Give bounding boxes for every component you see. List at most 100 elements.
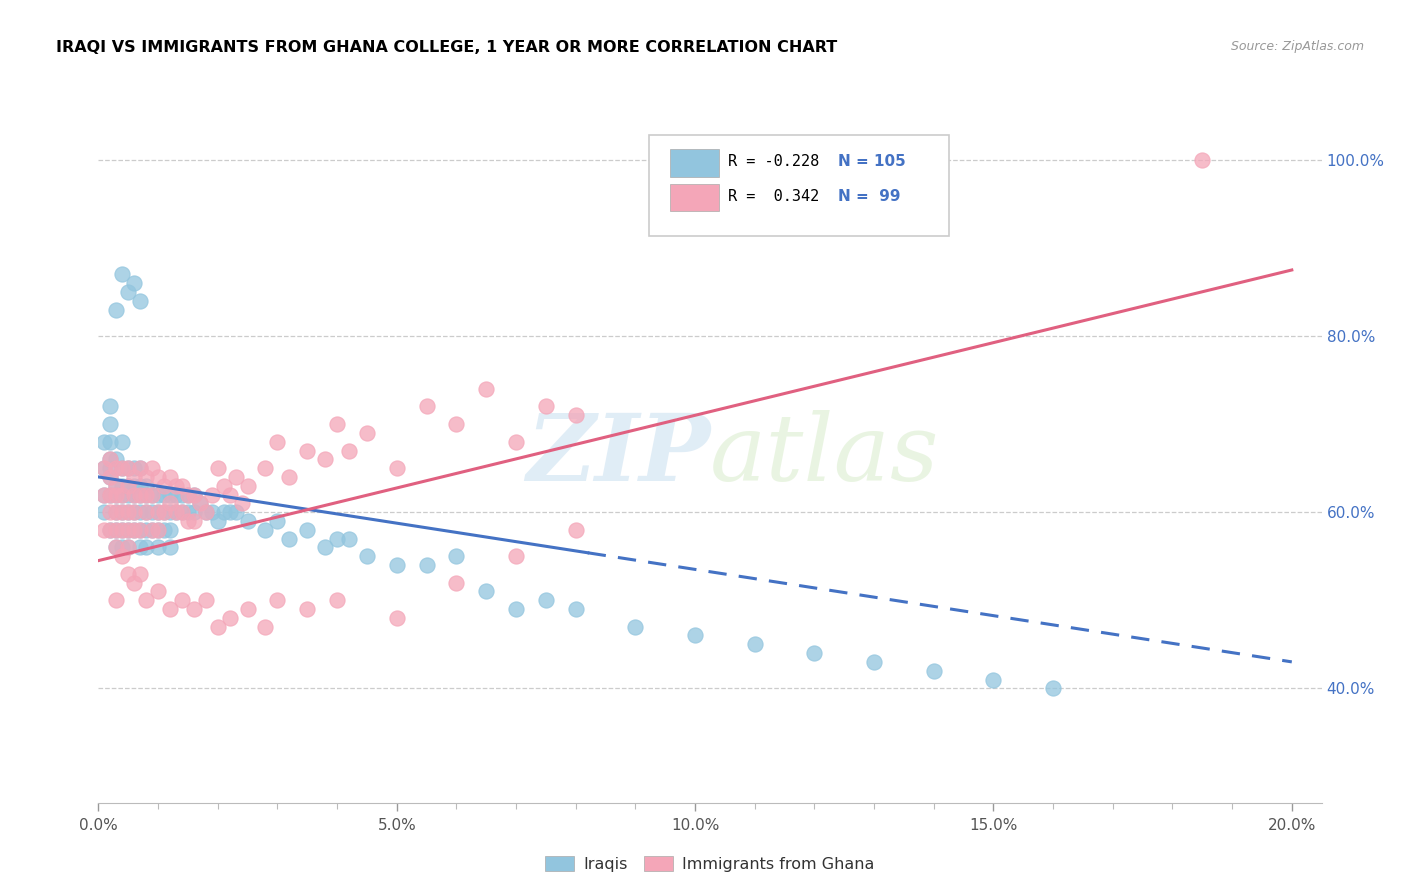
Point bbox=[98, 452, 121, 467]
Point bbox=[117, 285, 139, 299]
Point bbox=[565, 602, 588, 616]
Point bbox=[415, 558, 437, 572]
Point bbox=[170, 505, 193, 519]
Point bbox=[141, 487, 163, 501]
Point bbox=[135, 487, 157, 501]
Point bbox=[225, 505, 247, 519]
Point bbox=[505, 434, 527, 449]
Point bbox=[117, 541, 139, 555]
Point bbox=[1042, 681, 1064, 696]
Point bbox=[356, 549, 378, 564]
Point bbox=[356, 425, 378, 440]
Point bbox=[201, 487, 224, 501]
Point bbox=[135, 505, 157, 519]
Point bbox=[863, 655, 886, 669]
Point bbox=[153, 505, 176, 519]
Point bbox=[117, 461, 139, 475]
Point bbox=[129, 541, 152, 555]
Point bbox=[159, 541, 181, 555]
Point bbox=[111, 487, 134, 501]
Point bbox=[624, 620, 647, 634]
Point bbox=[105, 523, 128, 537]
Point bbox=[683, 628, 706, 642]
Point bbox=[446, 549, 468, 564]
Point bbox=[129, 505, 152, 519]
Point bbox=[135, 487, 157, 501]
FancyBboxPatch shape bbox=[669, 149, 718, 177]
Point bbox=[135, 523, 157, 537]
Point bbox=[129, 523, 152, 537]
Point bbox=[98, 461, 121, 475]
Point bbox=[266, 434, 288, 449]
Point bbox=[153, 479, 176, 493]
Point bbox=[122, 276, 145, 290]
Point bbox=[165, 505, 187, 519]
Point bbox=[165, 479, 187, 493]
Point bbox=[385, 611, 408, 625]
Point bbox=[194, 505, 217, 519]
Point bbox=[122, 505, 145, 519]
Text: IRAQI VS IMMIGRANTS FROM GHANA COLLEGE, 1 YEAR OR MORE CORRELATION CHART: IRAQI VS IMMIGRANTS FROM GHANA COLLEGE, … bbox=[56, 40, 838, 55]
Point bbox=[212, 479, 235, 493]
Point bbox=[1191, 153, 1213, 167]
Point bbox=[111, 505, 134, 519]
Point bbox=[93, 434, 115, 449]
Point bbox=[105, 505, 128, 519]
Point bbox=[183, 505, 205, 519]
Point bbox=[93, 487, 115, 501]
Point bbox=[803, 646, 825, 660]
Point bbox=[111, 268, 134, 282]
Point bbox=[111, 479, 134, 493]
Point bbox=[159, 470, 181, 484]
Point bbox=[922, 664, 945, 678]
Point bbox=[565, 523, 588, 537]
Point bbox=[146, 523, 169, 537]
Point bbox=[183, 487, 205, 501]
Point bbox=[170, 505, 193, 519]
Point bbox=[141, 461, 163, 475]
Text: R = -0.228: R = -0.228 bbox=[728, 153, 820, 169]
Point bbox=[146, 487, 169, 501]
Point bbox=[105, 302, 128, 317]
Point bbox=[337, 532, 360, 546]
Point bbox=[236, 602, 259, 616]
Point bbox=[122, 487, 145, 501]
Point bbox=[297, 443, 319, 458]
Point bbox=[129, 479, 152, 493]
Point bbox=[297, 523, 319, 537]
Point bbox=[177, 505, 200, 519]
Point bbox=[146, 584, 169, 599]
Point bbox=[153, 523, 176, 537]
Point bbox=[105, 593, 128, 607]
Point bbox=[983, 673, 1005, 687]
Point bbox=[254, 461, 277, 475]
Point bbox=[212, 505, 235, 519]
Point bbox=[278, 470, 301, 484]
Point bbox=[183, 602, 205, 616]
Point bbox=[254, 523, 277, 537]
Point bbox=[98, 417, 121, 431]
Text: N =  99: N = 99 bbox=[838, 188, 901, 203]
Point bbox=[122, 479, 145, 493]
Point bbox=[297, 602, 319, 616]
Point bbox=[117, 505, 139, 519]
Point bbox=[218, 611, 240, 625]
Point bbox=[177, 487, 200, 501]
Point bbox=[207, 461, 229, 475]
Point bbox=[314, 452, 336, 467]
Point bbox=[141, 487, 163, 501]
Point bbox=[93, 523, 115, 537]
Point bbox=[194, 593, 217, 607]
Point bbox=[326, 532, 349, 546]
Point bbox=[505, 602, 527, 616]
Point bbox=[111, 461, 134, 475]
Point bbox=[146, 541, 169, 555]
Point bbox=[98, 487, 121, 501]
Point bbox=[135, 470, 157, 484]
Point bbox=[141, 505, 163, 519]
Point bbox=[93, 505, 115, 519]
Point bbox=[170, 593, 193, 607]
Point bbox=[385, 461, 408, 475]
Point bbox=[111, 523, 134, 537]
Point bbox=[135, 593, 157, 607]
